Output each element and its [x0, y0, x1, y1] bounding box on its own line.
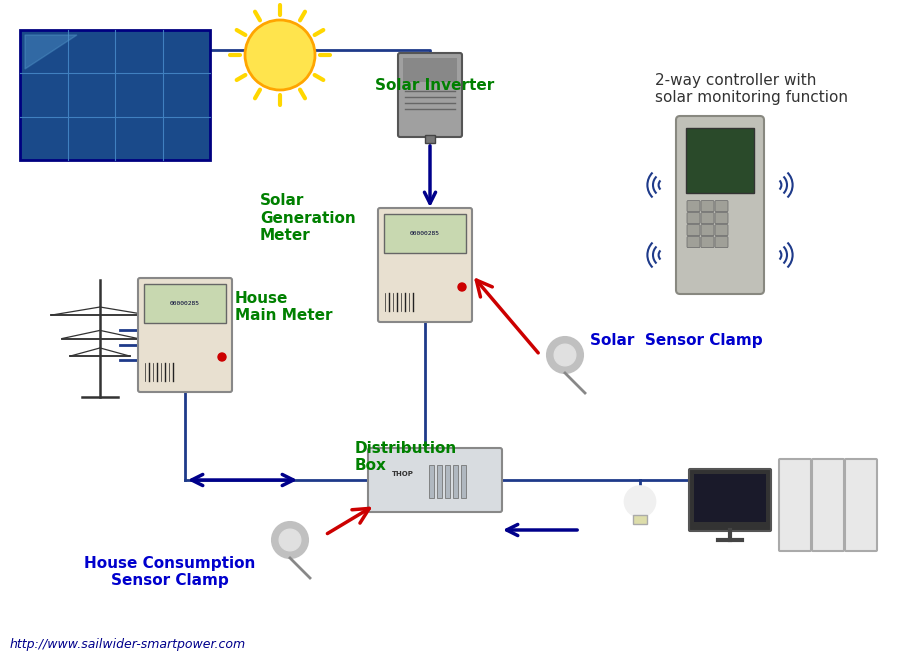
Text: House Consumption
Sensor Clamp: House Consumption Sensor Clamp [84, 556, 256, 588]
FancyBboxPatch shape [425, 135, 435, 143]
Text: House
Main Meter: House Main Meter [235, 291, 332, 323]
FancyBboxPatch shape [701, 213, 714, 223]
FancyBboxPatch shape [689, 469, 771, 531]
FancyBboxPatch shape [845, 459, 877, 551]
FancyBboxPatch shape [378, 208, 472, 322]
Text: 00000285: 00000285 [410, 231, 440, 236]
Text: Solar Inverter: Solar Inverter [375, 78, 494, 93]
FancyBboxPatch shape [687, 200, 700, 212]
FancyBboxPatch shape [687, 213, 700, 223]
FancyBboxPatch shape [715, 200, 728, 212]
FancyBboxPatch shape [701, 200, 714, 212]
Polygon shape [25, 35, 77, 69]
FancyBboxPatch shape [452, 465, 458, 498]
Circle shape [458, 283, 466, 291]
FancyBboxPatch shape [715, 225, 728, 235]
FancyBboxPatch shape [812, 459, 844, 551]
Circle shape [554, 344, 576, 366]
FancyBboxPatch shape [384, 214, 466, 253]
Circle shape [547, 337, 583, 373]
Text: Solar
Generation
Meter: Solar Generation Meter [260, 193, 356, 243]
FancyBboxPatch shape [701, 237, 714, 248]
FancyBboxPatch shape [403, 58, 457, 82]
FancyBboxPatch shape [715, 237, 728, 248]
FancyBboxPatch shape [687, 225, 700, 235]
FancyBboxPatch shape [676, 116, 764, 294]
FancyBboxPatch shape [138, 278, 232, 392]
FancyBboxPatch shape [694, 474, 766, 522]
Text: Solar  Sensor Clamp: Solar Sensor Clamp [590, 333, 763, 348]
FancyBboxPatch shape [701, 225, 714, 235]
FancyBboxPatch shape [444, 465, 450, 498]
FancyBboxPatch shape [715, 213, 728, 223]
FancyBboxPatch shape [686, 128, 754, 192]
Circle shape [624, 486, 655, 517]
FancyBboxPatch shape [687, 237, 700, 248]
FancyBboxPatch shape [368, 448, 502, 512]
FancyBboxPatch shape [461, 465, 465, 498]
FancyBboxPatch shape [398, 53, 462, 137]
Text: Distribution
Box: Distribution Box [355, 441, 457, 473]
Text: THOP: THOP [392, 471, 414, 477]
Circle shape [272, 522, 308, 558]
FancyBboxPatch shape [20, 30, 210, 160]
Circle shape [245, 20, 315, 90]
FancyBboxPatch shape [436, 465, 442, 498]
Circle shape [218, 353, 226, 361]
FancyBboxPatch shape [144, 284, 226, 323]
Text: http://www.sailwider-smartpower.com: http://www.sailwider-smartpower.com [10, 638, 246, 651]
FancyBboxPatch shape [779, 459, 811, 551]
FancyBboxPatch shape [428, 465, 433, 498]
FancyBboxPatch shape [634, 515, 647, 524]
Text: 2-way controller with
solar monitoring function: 2-way controller with solar monitoring f… [655, 73, 848, 105]
Circle shape [280, 529, 300, 551]
Text: 00000285: 00000285 [170, 301, 200, 306]
